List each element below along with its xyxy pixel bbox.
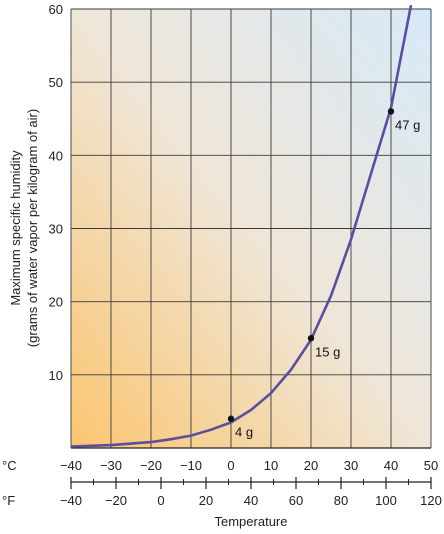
fahrenheit-tick-label: 120	[420, 493, 442, 508]
celsius-tick-label: 30	[344, 458, 358, 473]
x-axis-title: Temperature	[215, 514, 288, 529]
fahrenheit-tick-label: 80	[334, 493, 348, 508]
data-point	[387, 108, 395, 115]
data-point	[227, 415, 235, 422]
y-tick-label: 60	[49, 2, 63, 17]
data-point-label: 47 g	[395, 117, 420, 132]
celsius-axis: −40 −30 −20 −10 0 10 20 30 40 50	[60, 458, 438, 473]
fahrenheit-unit-label: °F	[2, 493, 15, 508]
fahrenheit-tick-label: −20	[105, 493, 127, 508]
celsius-unit-label: °C	[2, 458, 17, 473]
y-tick-label: 40	[49, 148, 63, 163]
humidity-curve	[70, 5, 413, 448]
celsius-tick-label: −40	[60, 458, 82, 473]
fahrenheit-tick-label: 20	[199, 493, 213, 508]
celsius-tick-label: 10	[264, 458, 278, 473]
y-axis-title-line1: Maximum specific humidity	[8, 150, 23, 306]
celsius-tick-label: −20	[140, 458, 162, 473]
fahrenheit-tick-label: −40	[60, 493, 82, 508]
fahrenheit-tick-label: 60	[289, 493, 303, 508]
fahrenheit-tick-label: 100	[375, 493, 397, 508]
celsius-tick-label: 50	[424, 458, 438, 473]
data-point-label: 15 g	[315, 344, 340, 359]
y-axis: 10 20 30 40 50 60	[49, 2, 63, 383]
grid	[70, 8, 432, 449]
celsius-tick-label: −10	[180, 458, 202, 473]
data-point	[307, 335, 315, 342]
y-tick-label: 20	[49, 295, 63, 310]
fahrenheit-tick-label: 0	[157, 493, 164, 508]
celsius-tick-label: 20	[304, 458, 318, 473]
data-points: 4 g 15 g 47 g	[227, 108, 420, 440]
celsius-tick-label: 40	[384, 458, 398, 473]
y-tick-label: 30	[49, 222, 63, 237]
fahrenheit-tick-label: 40	[244, 493, 258, 508]
celsius-tick-label: 0	[227, 458, 234, 473]
y-tick-label: 10	[49, 368, 63, 383]
fahrenheit-axis: −40 −20 0 20 40 60 80 100 120	[60, 477, 442, 508]
data-point-label: 4 g	[235, 425, 253, 440]
y-tick-label: 50	[49, 75, 63, 90]
y-axis-title-line2: (grams of water vapor per kilogram of ai…	[25, 109, 40, 347]
celsius-tick-label: −30	[100, 458, 122, 473]
